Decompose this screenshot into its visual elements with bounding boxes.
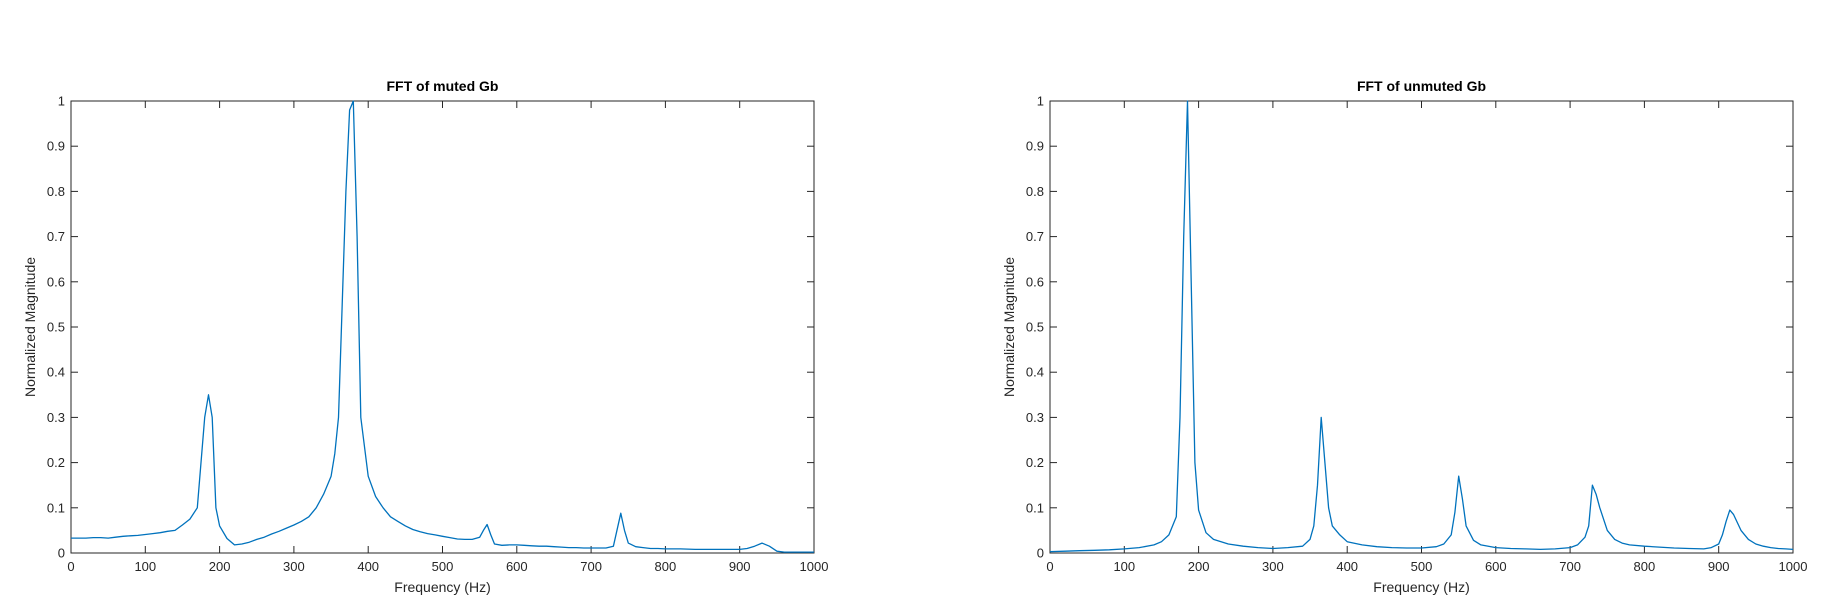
x-tick-label: 900 (1708, 559, 1730, 574)
x-tick-label: 1000 (1779, 559, 1808, 574)
x-tick-label: 100 (134, 559, 156, 574)
y-tick-label: 0.2 (1026, 455, 1044, 470)
x-axis-label: Frequency (Hz) (394, 579, 490, 595)
y-axis-label: Normalized Magnitude (22, 257, 38, 397)
y-tick-label: 0.3 (47, 410, 65, 425)
y-tick-label: 0.8 (1026, 184, 1044, 199)
y-tick-label: 0.3 (1026, 410, 1044, 425)
x-tick-label: 300 (283, 559, 305, 574)
x-tick-label: 800 (1634, 559, 1656, 574)
x-tick-label: 0 (1046, 559, 1053, 574)
chart-title: FFT of muted Gb (387, 78, 499, 94)
series-line (1049, 100, 1794, 553)
x-tick-label: 400 (357, 559, 379, 574)
y-tick-label: 0 (1037, 546, 1044, 561)
y-tick-label: 0 (58, 546, 65, 561)
y-axis-label: Normalized Magnitude (1001, 257, 1017, 397)
x-tick-label: 900 (729, 559, 751, 574)
y-tick-label: 1 (1037, 94, 1044, 109)
x-tick-label: 600 (506, 559, 528, 574)
y-tick-label: 0.5 (47, 320, 65, 335)
x-tick-label: 400 (1336, 559, 1358, 574)
y-tick-label: 0.1 (1026, 500, 1044, 515)
series-line (71, 100, 814, 553)
y-tick-label: 1 (58, 94, 65, 109)
x-tick-label: 700 (580, 559, 602, 574)
y-tick-label: 0.9 (1026, 139, 1044, 154)
x-tick-label: 200 (209, 559, 231, 574)
x-tick-label: 100 (1113, 559, 1135, 574)
x-tick-label: 800 (655, 559, 677, 574)
y-tick-label: 0.1 (47, 500, 65, 515)
y-tick-label: 0.2 (47, 455, 65, 470)
plot-area-frame (1049, 100, 1794, 554)
chart-unmuted-gb: FFT of unmuted Gb Frequency (Hz) Normali… (1001, 78, 1807, 595)
plot-area-frame (70, 100, 815, 554)
y-tick-label: 0.6 (47, 274, 65, 289)
x-tick-label: 1000 (800, 559, 829, 574)
y-tick-label: 0.7 (47, 229, 65, 244)
y-tick-label: 0.5 (1026, 320, 1044, 335)
x-axis-label: Frequency (Hz) (1373, 579, 1469, 595)
x-tick-label: 500 (1411, 559, 1433, 574)
y-tick-label: 0.6 (1026, 274, 1044, 289)
x-tick-label: 500 (432, 559, 454, 574)
y-tick-label: 0.7 (1026, 229, 1044, 244)
y-tick-label: 0.4 (1026, 365, 1044, 380)
chart-muted-gb: FFT of muted Gb Frequency (Hz) Normalize… (22, 78, 828, 595)
y-tick-label: 0.9 (47, 139, 65, 154)
x-tick-label: 300 (1262, 559, 1284, 574)
x-tick-label: 600 (1485, 559, 1507, 574)
x-tick-label: 200 (1188, 559, 1210, 574)
x-tick-label: 700 (1559, 559, 1581, 574)
y-tick-label: 0.4 (47, 365, 65, 380)
chart-title: FFT of unmuted Gb (1357, 78, 1486, 94)
y-tick-label: 0.8 (47, 184, 65, 199)
x-tick-label: 0 (67, 559, 74, 574)
